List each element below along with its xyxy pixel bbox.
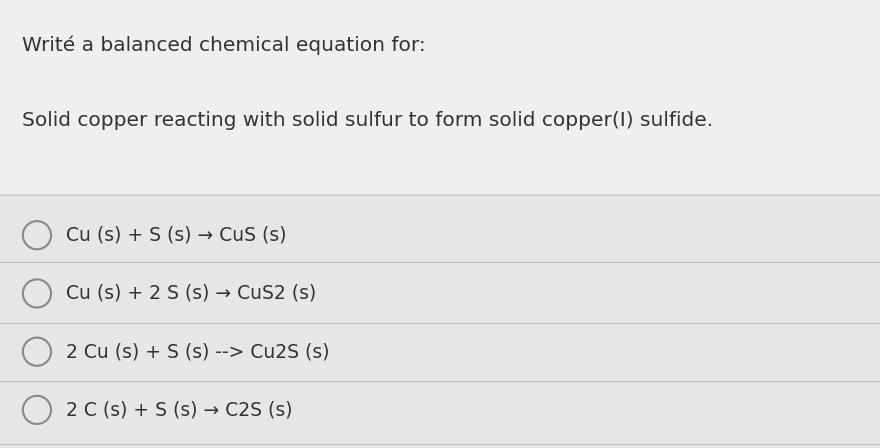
Text: 2 C (s) + S (s) → C2S (s): 2 C (s) + S (s) → C2S (s) — [66, 401, 292, 419]
Text: Writé a balanced chemical equation for:: Writé a balanced chemical equation for: — [22, 35, 426, 55]
Text: Cu (s) + 2 S (s) → CuS2 (s): Cu (s) + 2 S (s) → CuS2 (s) — [66, 284, 316, 303]
FancyBboxPatch shape — [0, 193, 880, 448]
FancyBboxPatch shape — [0, 0, 880, 193]
Text: Solid copper reacting with solid sulfur to form solid copper(I) sulfide.: Solid copper reacting with solid sulfur … — [22, 112, 713, 130]
Text: Cu (s) + S (s) → CuS (s): Cu (s) + S (s) → CuS (s) — [66, 226, 287, 245]
Text: 2 Cu (s) + S (s) --> Cu2S (s): 2 Cu (s) + S (s) --> Cu2S (s) — [66, 342, 329, 361]
